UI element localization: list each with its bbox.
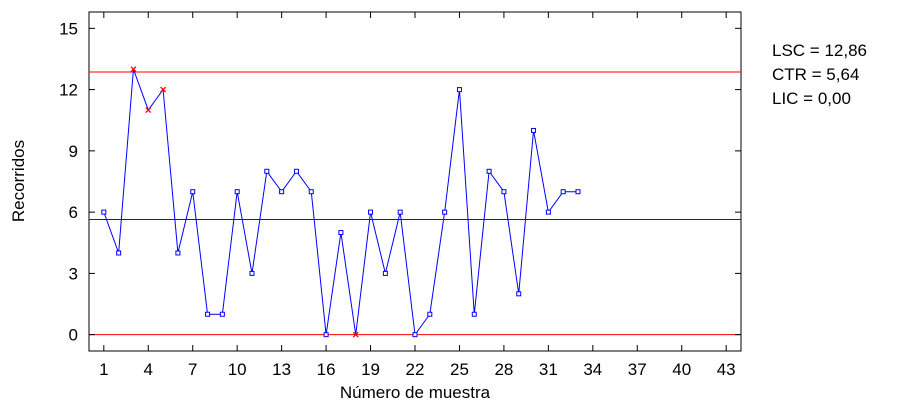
data-point: [456, 87, 462, 93]
out-of-control-point: [352, 331, 359, 338]
data-point: [545, 209, 551, 215]
x-tick-label: 25: [450, 360, 469, 379]
data-point: [101, 209, 107, 215]
data-point: [427, 311, 433, 317]
x-tick-label: 40: [672, 360, 691, 379]
data-point: [501, 189, 507, 195]
data-point: [338, 230, 344, 236]
data-point: [116, 250, 122, 256]
x-tick-label: 34: [583, 360, 602, 379]
data-point: [531, 127, 537, 133]
plot-frame: [88, 11, 742, 352]
x-tick-label: 1: [99, 360, 108, 379]
y-axis-ticks: 0 3 6 9 12 15: [59, 19, 741, 345]
data-point: [264, 168, 270, 174]
control-limits-legend: LSC = 12,86 CTR = 5,64 LIC = 0,00: [772, 41, 867, 108]
data-point: [323, 332, 329, 338]
x-tick-label: 31: [539, 360, 558, 379]
data-point: [471, 311, 477, 317]
data-point: [575, 189, 581, 195]
y-tick-label: 9: [69, 142, 78, 161]
data-point: [560, 189, 566, 195]
out-of-control-point: [145, 107, 152, 113]
data-point: [382, 270, 388, 276]
out-of-control-point: [130, 66, 137, 73]
data-point: [486, 168, 492, 174]
x-tick-label: 22: [406, 360, 425, 379]
data-point: [516, 291, 522, 297]
x-tick-label: 13: [272, 360, 291, 379]
x-tick-label: 28: [494, 360, 513, 379]
data-point: [219, 311, 225, 317]
y-tick-label: 15: [59, 19, 78, 38]
y-tick-label: 6: [69, 203, 78, 222]
x-axis-ticks: 1 4 7 10 13 16 19 22 25 28 31 34 37 40 43: [99, 12, 736, 379]
control-lines: [89, 71, 741, 336]
data-point: [442, 209, 448, 215]
x-axis-label: Número de muestra: [340, 383, 491, 402]
data-point: [175, 250, 181, 256]
data-point: [412, 332, 418, 338]
y-tick-label: 0: [69, 326, 78, 345]
y-axis-label: Recorridos: [9, 140, 28, 222]
legend-center: CTR = 5,64: [772, 65, 859, 84]
data-series: [101, 66, 581, 338]
data-point: [205, 311, 211, 317]
data-point: [368, 209, 374, 215]
x-tick-label: 43: [717, 360, 736, 379]
data-point: [397, 209, 403, 215]
x-tick-label: 10: [228, 360, 247, 379]
y-tick-label: 3: [69, 264, 78, 283]
data-point: [293, 168, 299, 174]
data-point: [234, 189, 240, 195]
data-point: [308, 189, 314, 195]
data-point: [249, 270, 255, 276]
x-tick-label: 19: [361, 360, 380, 379]
out-of-control-point: [160, 86, 167, 93]
x-tick-label: 16: [317, 360, 336, 379]
legend-ucl: LSC = 12,86: [772, 41, 867, 60]
data-point: [190, 189, 196, 195]
x-tick-label: 37: [628, 360, 647, 379]
x-tick-label: 4: [144, 360, 153, 379]
series-line: [103, 69, 578, 336]
x-tick-label: 7: [188, 360, 197, 379]
data-point: [279, 189, 285, 195]
legend-lcl: LIC = 0,00: [772, 89, 851, 108]
y-tick-label: 12: [59, 81, 78, 100]
